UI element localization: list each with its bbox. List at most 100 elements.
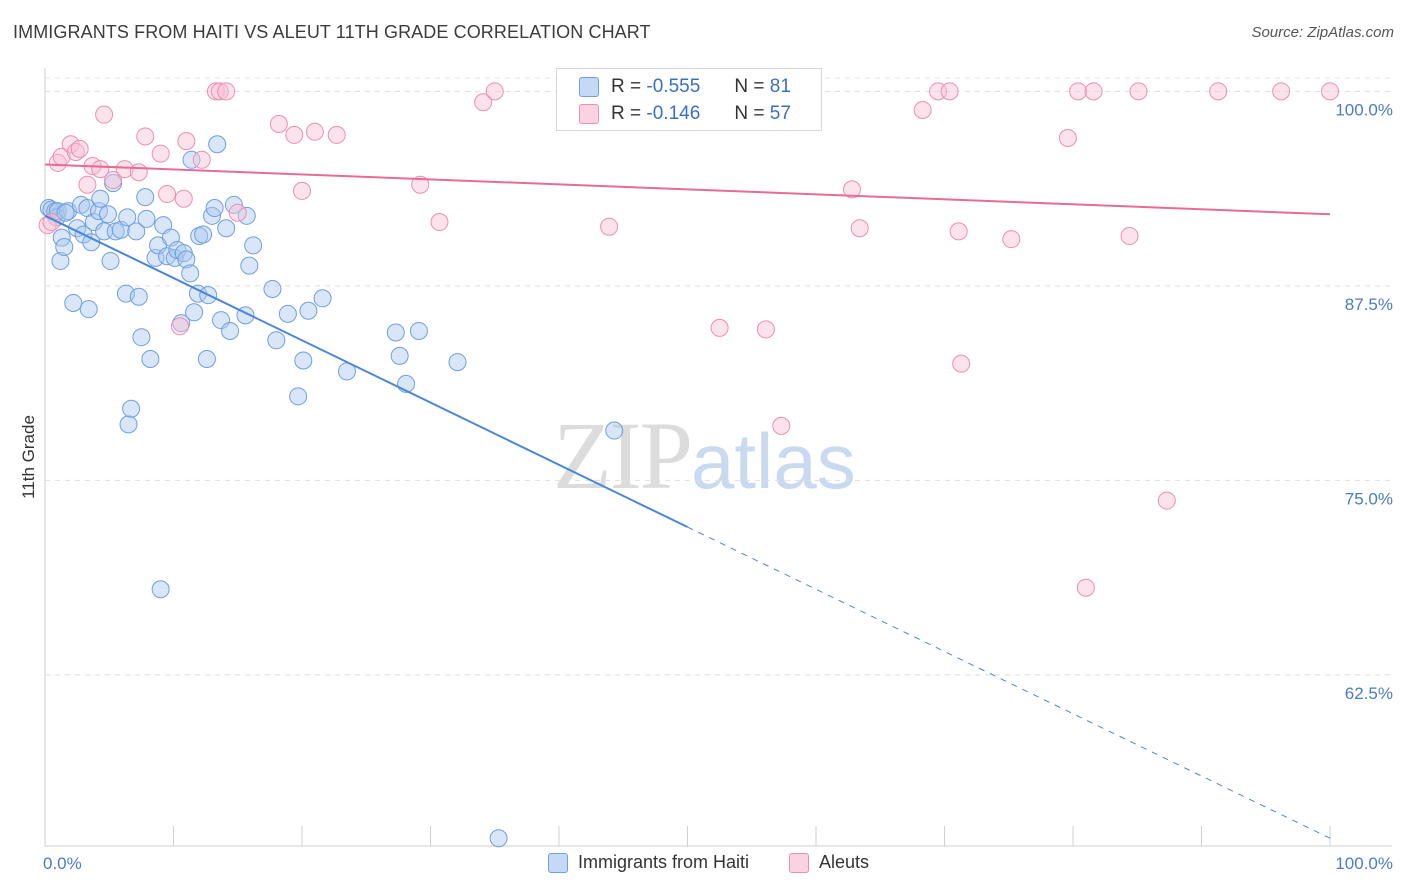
legend-n-value: 57: [769, 103, 791, 124]
aleut-point: [285, 125, 304, 144]
aleut-point: [1069, 82, 1088, 101]
aleut-point: [1272, 82, 1291, 101]
haiti-point: [217, 219, 236, 238]
haiti-point: [489, 829, 508, 848]
haiti-point: [177, 250, 196, 269]
aleut-point: [129, 163, 148, 182]
legend-swatch-haiti: [579, 77, 599, 97]
haiti-trend-extension: [687, 526, 1331, 839]
x-tick-label: 100.0%: [1335, 854, 1393, 873]
haiti-point: [289, 387, 308, 406]
aleut-point: [1058, 129, 1077, 148]
legend-swatch-aleut: [579, 104, 599, 124]
aleut-point: [1209, 82, 1228, 101]
aleut-point: [70, 139, 89, 158]
haiti-point: [118, 208, 137, 227]
haiti-point: [278, 304, 297, 323]
haiti-point: [267, 331, 286, 350]
haiti-point: [151, 580, 170, 599]
legend-label-aleut: Aleuts: [819, 852, 870, 872]
haiti-point: [55, 237, 74, 256]
aleut-point: [1076, 578, 1095, 597]
grid-lines: [45, 77, 1392, 676]
legend-item-aleut[interactable]: Aleuts: [789, 852, 869, 873]
haiti-point: [91, 189, 110, 208]
aleut-point: [842, 180, 861, 199]
x-tick-label: 0.0%: [43, 854, 82, 873]
legend-n-value: 81: [769, 76, 791, 97]
aleut-point: [600, 217, 619, 236]
aleut-point: [170, 317, 189, 336]
y-axis-label: 11th Grade: [19, 415, 38, 499]
aleut-point: [217, 82, 236, 101]
legend-r-value: -0.555: [646, 76, 701, 97]
haiti-point: [409, 321, 428, 340]
aleut-point: [474, 93, 493, 112]
aleut-point: [940, 82, 959, 101]
aleut-point: [210, 82, 229, 101]
aleut-point: [1157, 491, 1176, 510]
y-tick-label: 75.0%: [1345, 489, 1393, 508]
haiti-point: [181, 264, 200, 283]
haiti-point: [64, 293, 83, 312]
legend-r-value: -0.146: [646, 103, 701, 124]
aleut-point: [95, 105, 114, 124]
aleut-point: [1120, 227, 1139, 246]
haiti-point: [119, 415, 138, 434]
aleut-point: [913, 101, 932, 120]
axes: [44, 68, 1392, 847]
legend-row-aleut: R = -0.146 N = 57: [579, 102, 791, 126]
haiti-point: [136, 188, 155, 207]
series-aleut-points: [38, 82, 1339, 597]
aleut-point: [327, 125, 346, 144]
haiti-point: [48, 202, 67, 221]
haiti-point: [79, 300, 98, 319]
haiti-point: [172, 314, 191, 333]
watermark-atlas: atlas: [691, 417, 856, 505]
haiti-point: [185, 303, 204, 322]
haiti-point: [605, 421, 624, 440]
aleut-point: [158, 185, 177, 204]
haiti-point: [129, 287, 148, 306]
aleut-point: [949, 222, 968, 241]
haiti-point: [56, 203, 75, 222]
aleut-point: [177, 132, 196, 151]
haiti-point: [294, 351, 313, 370]
haiti-point: [182, 150, 201, 169]
haiti-point: [194, 225, 213, 244]
legend-item-haiti[interactable]: Immigrants from Haiti: [548, 852, 749, 873]
haiti-point: [299, 301, 318, 320]
haiti-point: [137, 209, 156, 228]
chart-title: IMMIGRANTS FROM HAITI VS ALEUT 11TH GRAD…: [13, 22, 651, 42]
legend-row-haiti: R = -0.555 N = 81: [579, 75, 791, 99]
aleut-point: [756, 320, 775, 339]
aleut-point: [1084, 82, 1103, 101]
haiti-point: [101, 251, 120, 270]
aleut-point: [1129, 82, 1148, 101]
aleut-point: [269, 115, 288, 134]
haiti-point: [141, 349, 160, 368]
haiti-point: [448, 353, 467, 372]
haiti-point: [221, 321, 240, 340]
aleut-trend-line: [44, 163, 1331, 216]
haiti-point: [127, 222, 146, 241]
haiti-point: [84, 213, 103, 232]
aleut-point: [430, 213, 449, 232]
source-credit: Source: ZipAtlas.com: [1251, 24, 1394, 41]
aleut-point: [174, 189, 193, 208]
haiti-point: [390, 346, 409, 365]
watermark-zip: ZIP: [553, 402, 693, 509]
legend-label-haiti: Immigrants from Haiti: [578, 852, 750, 872]
aleut-point: [710, 318, 729, 337]
aleut-point: [305, 122, 324, 141]
aleut-point: [772, 416, 791, 435]
y-tick-label: 100.0%: [1335, 100, 1393, 119]
aleut-point: [411, 175, 430, 194]
haiti-point: [208, 135, 227, 154]
tick-labels: 62.5% 75.0% 87.5% 100.0% 0.0% 100.0% 11th Grad…: [19, 100, 1393, 873]
aleut-point: [850, 219, 869, 238]
haiti-point: [51, 251, 70, 270]
aleut-point: [192, 150, 211, 169]
haiti-point: [197, 349, 216, 368]
